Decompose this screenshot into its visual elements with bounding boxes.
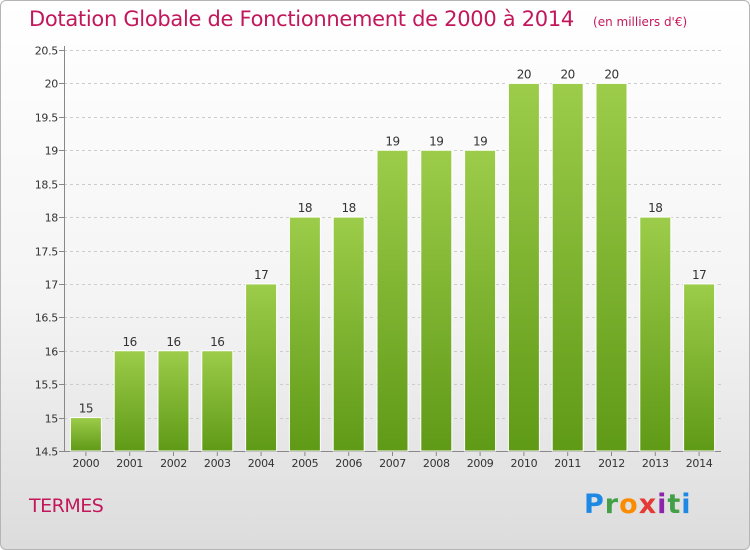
data-label: 17 bbox=[254, 268, 268, 282]
bar-2011 bbox=[551, 82, 584, 452]
data-label: 18 bbox=[648, 201, 662, 215]
bar-2001 bbox=[113, 350, 146, 452]
bar-2005 bbox=[288, 216, 321, 452]
logo-letter: o bbox=[619, 489, 639, 520]
y-tick-label: 15 bbox=[45, 413, 59, 426]
y-tick-label: 18 bbox=[45, 212, 59, 225]
data-label: 19 bbox=[473, 134, 487, 148]
x-tick-label: 2008 bbox=[423, 457, 450, 470]
logo-letter: P bbox=[584, 489, 605, 520]
data-label: 18 bbox=[342, 201, 356, 215]
y-tick-label: 16.5 bbox=[35, 312, 59, 325]
x-tick-label: 2013 bbox=[642, 457, 669, 470]
y-tick-label: 19 bbox=[45, 145, 59, 158]
bar-2012 bbox=[595, 82, 628, 452]
bar-2007 bbox=[376, 149, 409, 452]
y-tick-label: 17 bbox=[45, 279, 59, 292]
bar-2004 bbox=[245, 283, 278, 452]
x-tick-label: 2007 bbox=[379, 457, 406, 470]
y-tick-label: 14.5 bbox=[35, 446, 59, 459]
bar-2002 bbox=[157, 350, 190, 452]
logo-letter: i bbox=[657, 489, 668, 520]
data-label: 16 bbox=[210, 335, 224, 349]
logo-letter: i bbox=[681, 489, 692, 520]
data-label: 18 bbox=[298, 201, 312, 215]
data-label: 20 bbox=[604, 67, 618, 81]
chart-header: Dotation Globale de Fonctionnement de 20… bbox=[29, 7, 687, 31]
y-tick-label: 20 bbox=[45, 78, 59, 91]
data-label: 17 bbox=[692, 268, 706, 282]
data-label: 20 bbox=[517, 67, 531, 81]
x-tick-label: 2010 bbox=[511, 457, 538, 470]
y-tick-label: 18.5 bbox=[35, 179, 59, 192]
bar-2009 bbox=[464, 149, 497, 452]
chart-unit: (en milliers d'€) bbox=[593, 15, 688, 29]
y-tick-label: 20.5 bbox=[35, 45, 59, 58]
x-tick-label: 2012 bbox=[598, 457, 625, 470]
x-tick-label: 2014 bbox=[686, 457, 713, 470]
logo-letter: r bbox=[604, 489, 620, 520]
data-label: 16 bbox=[123, 335, 137, 349]
data-label: 16 bbox=[166, 335, 180, 349]
bar-layer bbox=[69, 82, 716, 452]
x-tick-label: 2003 bbox=[204, 457, 231, 470]
bar-2010 bbox=[507, 82, 540, 452]
logo-letter: t bbox=[667, 489, 682, 520]
x-tick-label: 2009 bbox=[467, 457, 494, 470]
data-label: 15 bbox=[79, 402, 93, 416]
data-label: 19 bbox=[429, 134, 443, 148]
x-tick-label: 2006 bbox=[335, 457, 362, 470]
x-tick-label: 2011 bbox=[554, 457, 581, 470]
proxiti-logo[interactable]: Proxiti bbox=[584, 489, 692, 520]
commune-name: TERMES bbox=[29, 495, 104, 517]
data-label: 20 bbox=[561, 67, 575, 81]
y-tick-label: 19.5 bbox=[35, 112, 59, 125]
chart-title: Dotation Globale de Fonctionnement de 20… bbox=[29, 7, 574, 31]
x-tick-label: 2005 bbox=[292, 457, 319, 470]
y-tick-label: 17.5 bbox=[35, 246, 59, 259]
label-layer: 15 16 16 16 17 18 18 19 19 19 20 20 20 18 17 bbox=[79, 67, 707, 416]
bar-2013 bbox=[639, 216, 672, 452]
y-tick-label: 15.5 bbox=[35, 379, 59, 392]
bar-2008 bbox=[420, 149, 453, 452]
x-tick-label: 2004 bbox=[248, 457, 275, 470]
y-tick-label: 16 bbox=[45, 346, 59, 359]
bar-2014 bbox=[683, 283, 716, 452]
x-tick-label: 2001 bbox=[116, 457, 143, 470]
x-tick-label: 2000 bbox=[73, 457, 100, 470]
logo-letter: x bbox=[638, 489, 658, 520]
bar-2000 bbox=[69, 417, 102, 452]
bar-2003 bbox=[201, 350, 234, 452]
bar-2006 bbox=[332, 216, 365, 452]
data-label: 19 bbox=[385, 134, 399, 148]
x-tick-label: 2002 bbox=[160, 457, 187, 470]
